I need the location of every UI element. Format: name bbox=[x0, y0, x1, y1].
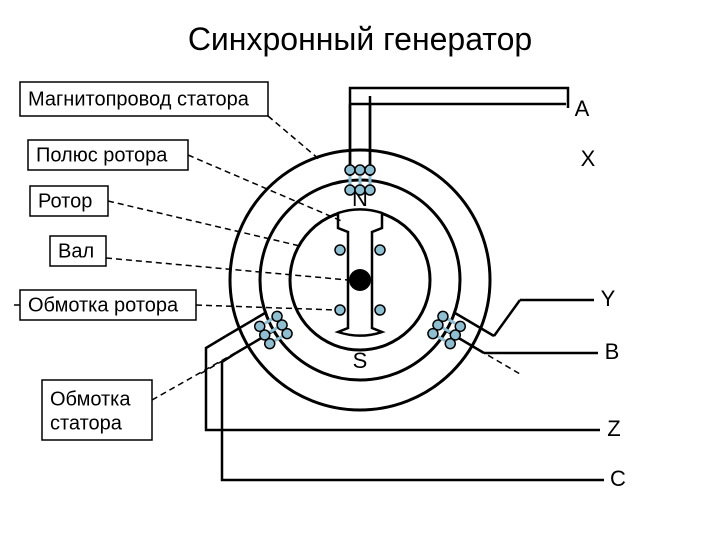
leader-shaft bbox=[106, 258, 348, 280]
leader-rotor bbox=[108, 201, 300, 246]
leader-stator-core bbox=[268, 116, 320, 160]
term-A: A bbox=[575, 96, 590, 121]
phase-BY-leads bbox=[445, 300, 598, 353]
diagram-title: Синхронный генератор bbox=[188, 21, 532, 57]
label-shaft: Вал bbox=[58, 240, 94, 262]
leader-rotor-winding bbox=[196, 305, 336, 310]
label-rotor-pole: Полюс ротора bbox=[36, 144, 168, 166]
term-Y: Y bbox=[601, 286, 616, 311]
diagram-canvas: Синхронный генератор bbox=[0, 0, 720, 540]
term-B: B bbox=[605, 339, 620, 364]
term-Z: Z bbox=[607, 416, 620, 441]
pole-south: S bbox=[353, 348, 368, 373]
shaft-dot bbox=[349, 269, 371, 291]
label-stator-winding-l2: статора bbox=[50, 412, 123, 434]
label-stator-winding-l1: Обмотка bbox=[50, 388, 131, 410]
label-rotor: Ротор bbox=[38, 190, 92, 212]
label-rotor-winding: Обмотка ротора bbox=[28, 294, 179, 316]
term-X: X bbox=[581, 146, 596, 171]
slot-top bbox=[345, 165, 375, 195]
phase-A-leads bbox=[350, 104, 574, 176]
label-stator-core: Магнитопровод статора bbox=[28, 88, 250, 110]
term-C: C bbox=[610, 466, 626, 491]
